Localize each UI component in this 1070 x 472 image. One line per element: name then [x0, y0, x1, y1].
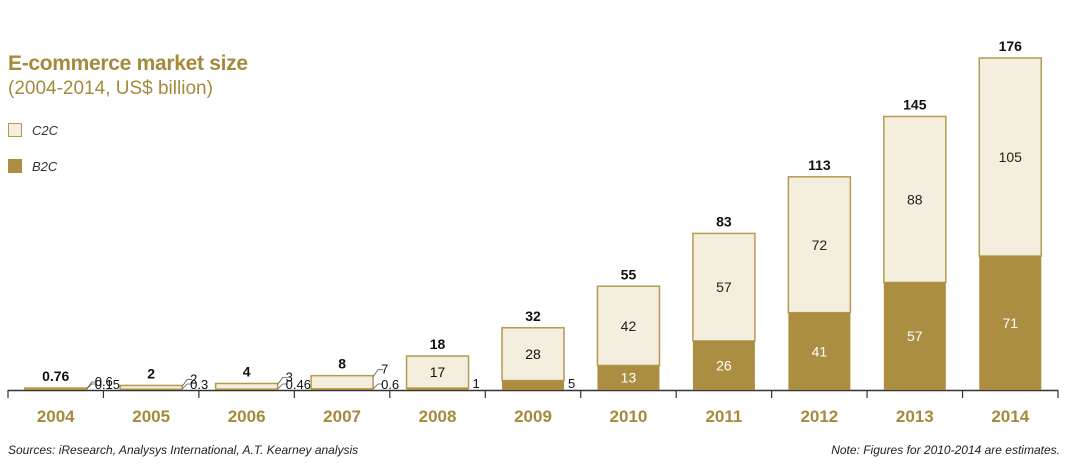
legend-swatch-b2c: [8, 159, 22, 173]
x-tick-label: 2005: [132, 407, 170, 426]
total-label: 145: [903, 96, 927, 112]
data-label-c2c: 72: [812, 237, 828, 253]
total-label: 8: [338, 356, 346, 372]
callout-line-b2c: [372, 383, 384, 390]
x-tick-label: 2011: [705, 407, 742, 426]
source-text: Sources: iResearch, Analysys Internation…: [8, 443, 359, 457]
data-label-c2c: 3: [286, 369, 293, 384]
bar-c2c-2013: [883, 115, 947, 284]
x-tick-label: 2013: [896, 407, 934, 426]
x-tick-label: 2008: [419, 407, 457, 426]
callout-line-b2c: [277, 383, 288, 390]
total-label: 176: [999, 38, 1023, 54]
bar-c2c-2007: [310, 374, 374, 390]
bar-b2c-2009: [502, 380, 564, 390]
data-label-b2c: 0.6: [381, 377, 399, 392]
legend-label-b2c: B2C: [32, 158, 58, 174]
data-label-b2c: 26: [716, 357, 732, 373]
x-tick-label: 2010: [610, 407, 648, 426]
data-label-c2c: 105: [999, 149, 1023, 165]
x-tick-label: 2004: [37, 407, 75, 426]
bar-c2c-2005: [119, 384, 183, 390]
total-label: 4: [243, 363, 251, 379]
data-label-b2c: 5: [568, 376, 575, 391]
bar-b2c-2012: [788, 312, 851, 390]
legend-swatch-c2c: [8, 123, 22, 137]
x-tick-label: 2007: [323, 407, 361, 426]
bar-b2c-2006: [215, 389, 278, 390]
bar-b2c-2008: [406, 388, 469, 390]
data-label-c2c: 88: [907, 191, 923, 207]
bar-b2c-2005: [120, 389, 183, 390]
data-label-b2c: 71: [1002, 315, 1018, 331]
bar-c2c-2014: [978, 57, 1043, 257]
bar-c2c-2006: [214, 382, 279, 390]
data-label-c2c: 57: [716, 279, 732, 295]
chart-title: E-commerce market size: [8, 52, 248, 75]
bar-b2c-2014: [979, 256, 1042, 390]
total-label: 2: [147, 365, 155, 381]
bar-c2c-2004: [23, 387, 88, 390]
data-label-b2c: 0.46: [286, 377, 311, 392]
bar-b2c-2013: [883, 282, 946, 390]
total-label: 55: [621, 266, 637, 282]
callout-line-c2c: [181, 379, 193, 387]
total-label: 0.76: [42, 368, 69, 384]
callout-line-c2c: [277, 377, 288, 385]
total-label: 113: [808, 157, 831, 173]
bar-c2c-2008: [405, 355, 470, 389]
data-label-c2c: 28: [525, 346, 541, 362]
x-tick-label: 2009: [514, 407, 552, 426]
data-label-c2c: 2: [190, 371, 197, 386]
data-label-b2c: 57: [907, 328, 923, 344]
data-label-b2c: 41: [812, 343, 828, 359]
data-label-c2c: 7: [381, 362, 388, 377]
total-label: 32: [525, 308, 541, 324]
total-label: 83: [716, 213, 732, 229]
callout-line-b2c: [181, 383, 193, 390]
bar-b2c-2011: [692, 340, 755, 390]
callout-line-b2c: [86, 383, 97, 390]
data-label-b2c: 1: [473, 376, 480, 391]
data-label-b2c: 13: [621, 370, 637, 386]
x-tick-label: 2012: [800, 407, 838, 426]
bar-c2c-2012: [787, 176, 852, 314]
callout-line-c2c: [86, 381, 97, 390]
legend-label-c2c: C2C: [32, 122, 59, 138]
total-label: 18: [430, 336, 446, 352]
note-text: Note: Figures for 2010-2014 are estimate…: [831, 443, 1060, 457]
data-label-b2c: 0.15: [95, 377, 120, 392]
data-label-c2c: 0.6: [95, 374, 113, 389]
legend-item-c2c: C2C: [8, 120, 58, 140]
chart-subtitle: (2004-2014, US$ billion): [8, 78, 213, 99]
bar-c2c-2010: [596, 285, 661, 367]
data-label-b2c: 0.3: [190, 377, 208, 392]
data-label-c2c: 42: [621, 318, 637, 334]
bar-b2c-2007: [311, 388, 374, 390]
bar-b2c-2010: [597, 365, 660, 390]
legend: C2C B2C: [8, 120, 58, 192]
x-tick-label: 2014: [991, 407, 1029, 426]
legend-item-b2c: B2C: [8, 156, 58, 176]
data-label-c2c: 17: [430, 364, 446, 380]
x-tick-label: 2006: [228, 407, 266, 426]
bar-b2c-2004: [24, 389, 87, 390]
callout-line-c2c: [372, 369, 384, 377]
